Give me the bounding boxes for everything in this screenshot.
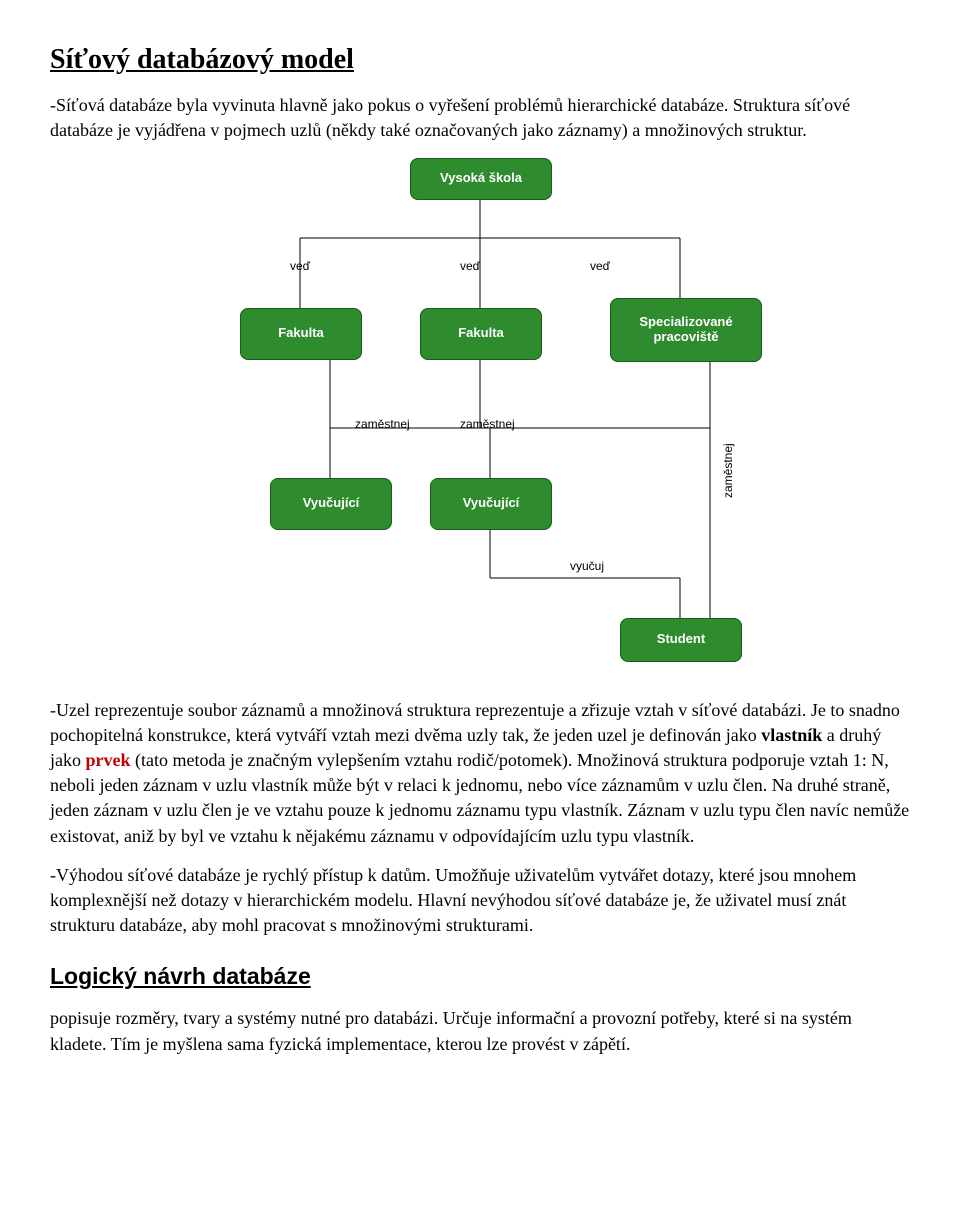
diagram-node-vysoka: Vysoká škola — [410, 158, 552, 200]
edge-label-ved3: veď — [590, 258, 610, 275]
edge-label-zam1: zaměstnej — [355, 416, 410, 433]
edge-label-ved2: veď — [460, 258, 480, 275]
edge-label-vyuc: vyučuj — [570, 558, 604, 575]
diagram-node-vyuc2: Vyučující — [430, 478, 552, 530]
text-post: (tato metoda je značným vylepšením vztah… — [50, 750, 909, 846]
diagram-node-student: Student — [620, 618, 742, 662]
paragraph-vyhoda: -Výhodou síťové databáze je rychlý příst… — [50, 863, 910, 939]
network-diagram: Vysoká škola Fakulta Fakulta Specializované… — [160, 158, 800, 678]
paragraph-logicky: popisuje rozměry, tvary a systémy nutné … — [50, 1006, 910, 1056]
edge-label-ved1: veď — [290, 258, 310, 275]
page-title: Síťový databázový model — [50, 40, 910, 79]
paragraph-intro: -Síťová databáze byla vyvinuta hlavně ja… — [50, 93, 910, 143]
paragraph-uzel: -Uzel reprezentuje soubor záznamů a množ… — [50, 698, 910, 849]
subtitle-logicky: Logický návrh databáze — [50, 960, 910, 992]
diagram-node-fakulta1: Fakulta — [240, 308, 362, 360]
diagram-node-spec: Specializované pracoviště — [610, 298, 762, 362]
diagram-node-fakulta2: Fakulta — [420, 308, 542, 360]
edge-label-zam3: zaměstnej — [720, 443, 737, 498]
term-vlastnik: vlastník — [761, 725, 822, 745]
term-prvek: prvek — [86, 750, 131, 770]
diagram-node-vyuc1: Vyučující — [270, 478, 392, 530]
edge-label-zam2: zaměstnej — [460, 416, 515, 433]
